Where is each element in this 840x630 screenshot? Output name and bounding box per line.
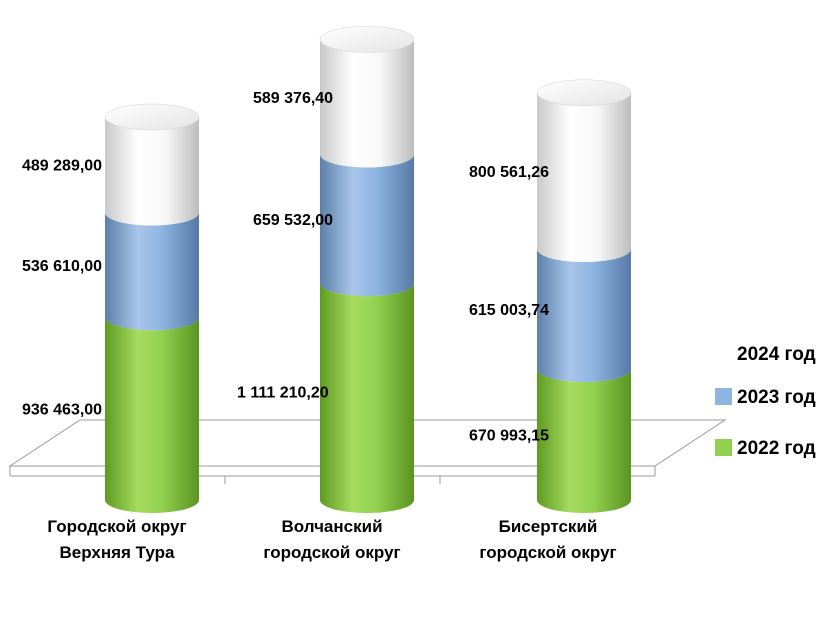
- data-label-2-2: 800 561,26: [469, 164, 549, 181]
- bar-segment-1-1: [320, 154, 414, 297]
- bar-segment-0-2: [105, 117, 199, 226]
- bar-top-1: [319, 26, 415, 53]
- data-label-2-0: 670 993,15: [469, 428, 549, 445]
- bar-segment-2-0: [537, 369, 631, 513]
- data-label-0-2: 489 289,00: [22, 158, 102, 175]
- bar-top-2: [536, 79, 632, 107]
- category-labels-layer: Городской округ Верхняя Тура Волчанский гор…: [47, 517, 616, 562]
- bar-segment-0-1: [105, 212, 199, 331]
- category-label-0-1: Верхняя Тура: [60, 543, 176, 562]
- legend-label-1: 2023 год: [737, 387, 816, 408]
- data-label-2-1: 615 003,74: [469, 302, 549, 319]
- data-label-0-0: 936 463,00: [22, 402, 102, 419]
- category-label-2-1: городской округ: [479, 543, 616, 562]
- bar-segment-0-0: [105, 317, 199, 513]
- data-label-1-1: 659 532,00: [253, 212, 333, 229]
- category-label-2-0: Бисертский: [499, 517, 598, 536]
- data-labels-layer: 936 463,00 536 610,00 489 289,00 1 111 210,…: [22, 90, 549, 445]
- legend-label-0: 2024 год: [737, 344, 816, 365]
- bar-segment-2-2: [537, 92, 631, 263]
- category-label-1-0: Волчанский: [281, 517, 382, 536]
- bars-layer: [104, 26, 632, 513]
- data-label-0-1: 536 610,00: [22, 258, 102, 275]
- legend-label-2: 2022 год: [737, 438, 816, 459]
- category-label-1-1: городской округ: [263, 543, 400, 562]
- category-label-0-0: Городской округ: [47, 517, 186, 536]
- bar-segment-1-2: [320, 39, 414, 168]
- legend-swatch-0: [715, 345, 732, 362]
- bar-segment-1-0: [320, 283, 414, 513]
- legend-swatch-2: [715, 439, 732, 456]
- legend: 2024 год 2023 год 2022 год: [715, 344, 816, 459]
- data-label-1-0: 1 111 210,20: [237, 385, 329, 402]
- bar-top-0: [104, 103, 200, 131]
- bar-segment-2-1: [537, 249, 631, 383]
- data-label-1-2: 589 376,40: [253, 90, 333, 107]
- legend-swatch-1: [715, 388, 732, 405]
